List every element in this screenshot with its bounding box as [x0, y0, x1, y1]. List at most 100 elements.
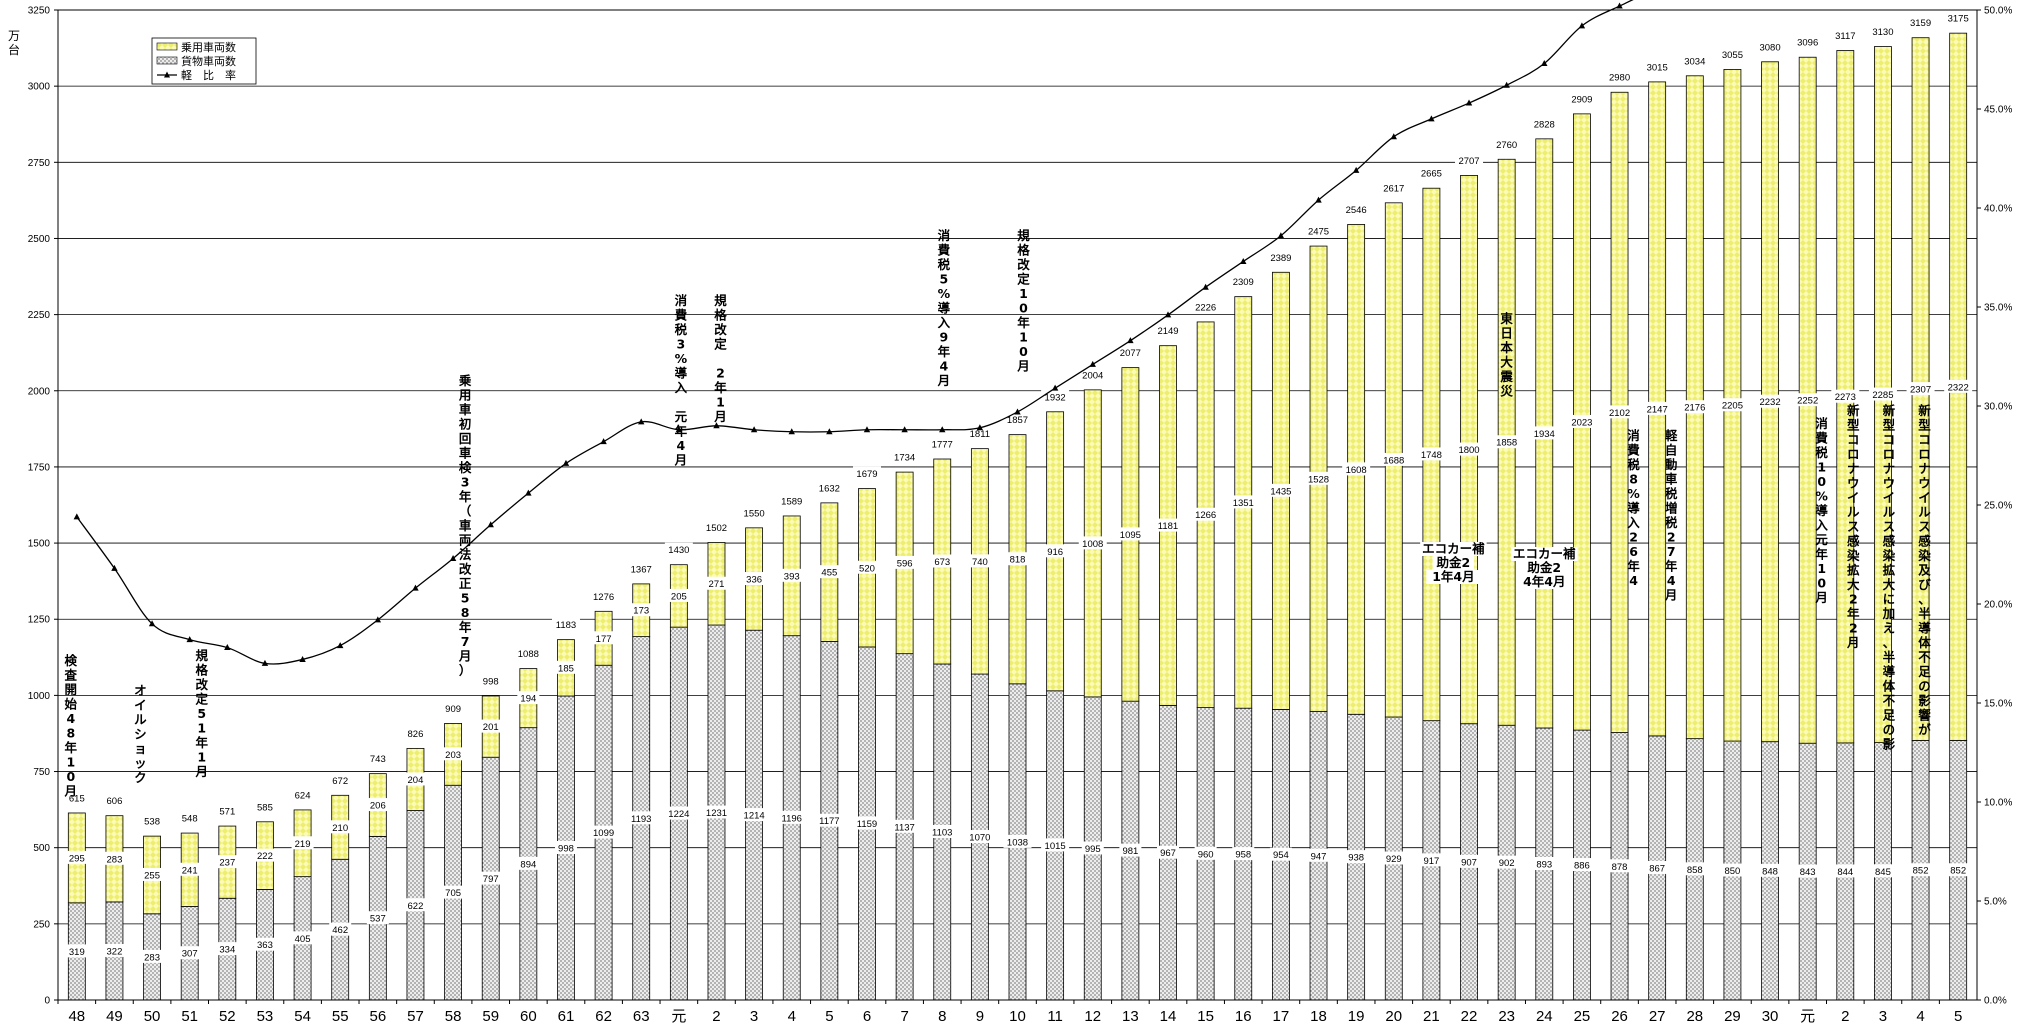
annotation-char: 格 — [714, 308, 727, 323]
annotation-char: え — [1883, 621, 1896, 636]
total-value-label-bg — [1191, 299, 1220, 313]
passenger-value-label-bg — [1530, 426, 1559, 440]
total-value-label-bg — [216, 804, 239, 818]
total-value-label: 1734 — [894, 453, 915, 464]
annotation-char: ナ — [1918, 461, 1931, 476]
annotation-char: ナ — [1847, 461, 1860, 476]
annotation-char: 月 — [1814, 590, 1828, 605]
annotation-char: 加 — [1882, 606, 1896, 621]
annotation-char: 導 — [1815, 503, 1828, 518]
total-value-label-bg — [1492, 137, 1521, 151]
annotation-char: ク — [134, 770, 147, 785]
total-value-label-bg — [514, 646, 543, 660]
annotation-char: ル — [1918, 505, 1931, 520]
x-tick-label: 元 — [671, 1008, 686, 1025]
annotation-char: 入 — [938, 315, 951, 330]
x-tick-label: 3 — [1879, 1008, 1887, 1025]
annotation-char: イ — [1883, 490, 1896, 505]
annotation-char: 税 — [938, 257, 951, 272]
total-value-label: 1502 — [706, 523, 727, 534]
cargo-value-label-bg — [554, 840, 577, 854]
annotation-char: コ — [1847, 432, 1860, 447]
total-value-label-bg — [1906, 15, 1935, 29]
passenger-value-label: 1608 — [1346, 465, 1367, 476]
total-value-label: 2149 — [1157, 326, 1178, 337]
passenger-value-label: 201 — [483, 722, 499, 733]
annotation-char: ロ — [1883, 447, 1896, 462]
passenger-value-label-bg — [780, 568, 803, 582]
total-value-label-bg — [479, 673, 502, 687]
cargo-value-label: 1099 — [593, 828, 614, 839]
total-value-label-bg — [551, 617, 580, 631]
passenger-value-label-bg — [1266, 483, 1295, 497]
annotation-char: 不 — [1883, 693, 1896, 708]
total-value-label: 538 — [144, 817, 160, 828]
x-tick-label: 57 — [407, 1008, 424, 1025]
cargo-value-label-bg — [1871, 864, 1894, 878]
annotation-char: シ — [134, 727, 147, 742]
kei-ratio-marker — [788, 428, 795, 435]
annotation-char: 税 — [1815, 445, 1828, 460]
cargo-value-label-bg — [329, 922, 352, 936]
total-value-label: 2707 — [1458, 156, 1479, 167]
cargo-value-label-bg — [1570, 858, 1593, 872]
y-tick-label: 2250 — [28, 310, 51, 321]
annotation-char: 体 — [1918, 635, 1931, 650]
annotation-char: 月 — [1846, 635, 1860, 650]
total-value-label: 548 — [182, 814, 198, 825]
annotation-char: 4 — [66, 711, 75, 726]
total-value-label-bg — [1530, 116, 1559, 130]
kei-ratio-marker — [562, 459, 570, 466]
total-value-label: 826 — [408, 729, 424, 740]
total-value-label: 615 — [69, 793, 85, 804]
cargo-value-label-bg — [928, 825, 957, 839]
annotation-char: 格 — [195, 663, 208, 678]
passenger-value-label-bg — [1417, 447, 1446, 461]
x-tick-label: 56 — [369, 1008, 386, 1025]
annotation-char: 月 — [713, 409, 727, 424]
cargo-value-label: 622 — [408, 901, 424, 912]
passenger-value-label: 237 — [219, 858, 235, 869]
cargo-value-label-bg — [1119, 843, 1142, 857]
annotation-char: 響 — [1918, 708, 1931, 723]
cargo-value-label: 843 — [1800, 867, 1816, 878]
cargo-value-label-bg — [103, 943, 126, 957]
total-value-label-bg — [890, 450, 919, 464]
annotation-char: 感 — [1847, 534, 1860, 549]
kei-ratio-marker — [1127, 337, 1134, 344]
total-value-label: 606 — [107, 796, 123, 807]
cargo-value-label: 998 — [558, 843, 574, 854]
annotation-char: 5 — [197, 706, 206, 721]
passenger-value-label-bg — [1831, 389, 1860, 403]
passenger-value-label-bg — [1379, 452, 1408, 466]
total-value-label-bg — [329, 773, 352, 787]
passenger-value-label: 295 — [69, 853, 85, 864]
annotation-char: 動 — [1665, 457, 1678, 472]
cargo-value-label-bg — [1683, 862, 1706, 876]
annotation-char: 月 — [937, 373, 951, 388]
annotation-char: コ — [1918, 432, 1931, 447]
annotation-char: 年 — [938, 344, 951, 359]
annotation-char: 影 — [1918, 693, 1931, 708]
annotation-char: 月 — [674, 453, 688, 468]
annotation-char: 検 — [459, 460, 472, 475]
annotation-char: ル — [1847, 505, 1860, 520]
x-tick-label: 20 — [1385, 1008, 1402, 1025]
x-tick-label: 49 — [106, 1008, 123, 1025]
passenger-value-label: 1748 — [1421, 450, 1442, 461]
passenger-value-label: 520 — [859, 563, 875, 574]
annotation-bg — [1420, 542, 1487, 556]
annotation-char: 日 — [1500, 326, 1513, 341]
annotation-char: 拡 — [1883, 563, 1896, 578]
annotation-bg — [1432, 556, 1475, 570]
annotation-char: （ — [459, 504, 472, 519]
x-tick-label: 15 — [1197, 1008, 1214, 1025]
total-value-label: 2980 — [1609, 73, 1630, 84]
x-tick-label: 6 — [863, 1008, 871, 1025]
annotation-text: 1年4月 — [1432, 569, 1474, 584]
x-tick-label: 25 — [1574, 1008, 1591, 1025]
kei-ratio-marker — [826, 428, 833, 435]
annotation-char: 初 — [459, 417, 472, 432]
passenger-value-label-bg — [1793, 393, 1822, 407]
